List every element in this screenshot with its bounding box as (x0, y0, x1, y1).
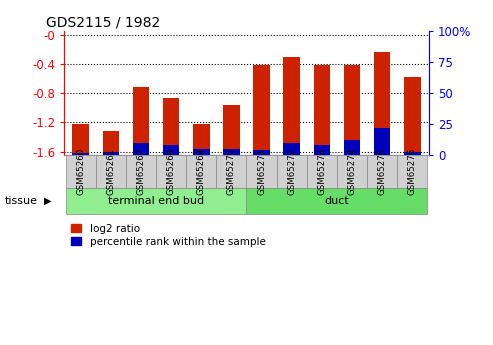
Bar (223, 105, 240, 149)
Text: GSM65275: GSM65275 (378, 148, 387, 195)
Bar (253, 150, 270, 155)
Bar (103, 131, 119, 151)
Bar (283, 57, 300, 143)
Text: GSM65268: GSM65268 (167, 148, 176, 195)
Text: GSM65261: GSM65261 (106, 148, 115, 195)
Bar (193, 149, 210, 155)
Text: terminal end bud: terminal end bud (108, 196, 204, 206)
Text: GSM65273: GSM65273 (317, 148, 326, 195)
Bar (72, 124, 89, 153)
Bar (193, 124, 210, 149)
Bar (344, 65, 360, 140)
Text: GSM65269: GSM65269 (197, 148, 206, 195)
Bar (133, 143, 149, 155)
Bar (404, 77, 421, 151)
Bar (404, 151, 421, 155)
Text: tissue: tissue (5, 196, 38, 206)
Legend: log2 ratio, percentile rank within the sample: log2 ratio, percentile rank within the s… (71, 224, 265, 247)
Bar (314, 145, 330, 155)
Bar (103, 151, 119, 155)
Bar (374, 128, 390, 155)
Text: duct: duct (324, 196, 350, 206)
Bar (72, 153, 89, 155)
Text: GSM65276: GSM65276 (408, 148, 417, 195)
Text: GSM65270: GSM65270 (227, 148, 236, 195)
Bar (163, 98, 179, 145)
Text: GSM65272: GSM65272 (287, 148, 296, 195)
Bar (133, 87, 149, 143)
Bar (223, 149, 240, 155)
Bar (163, 145, 179, 155)
Text: GSM65274: GSM65274 (348, 148, 356, 195)
Text: GSM65271: GSM65271 (257, 148, 266, 195)
Bar (374, 51, 390, 128)
Bar (314, 66, 330, 145)
Text: GSM65267: GSM65267 (137, 148, 145, 195)
Text: GSM65260: GSM65260 (76, 148, 85, 195)
Bar (344, 140, 360, 155)
Text: ▶: ▶ (44, 196, 52, 206)
Bar (283, 143, 300, 155)
Text: GDS2115 / 1982: GDS2115 / 1982 (46, 16, 160, 30)
Bar (253, 66, 270, 150)
